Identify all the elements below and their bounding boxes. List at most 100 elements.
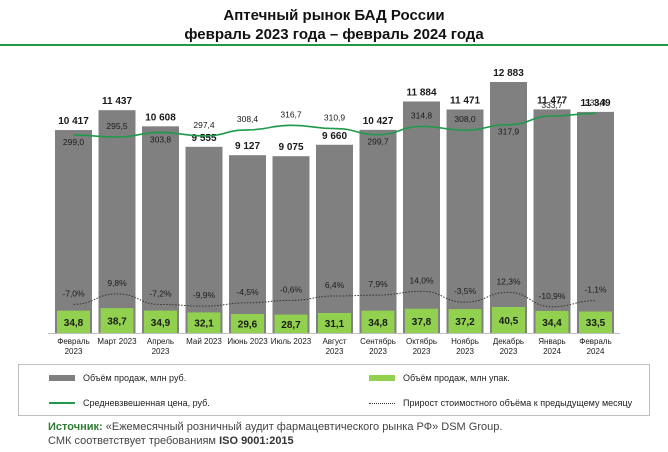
label-sales-rub: 11 884 — [406, 87, 436, 98]
label-sales-rub: 11 477 — [537, 95, 567, 106]
label-avg-price: 338,4 — [585, 97, 607, 107]
source-label: Источник: — [48, 421, 103, 433]
title-line-1: Аптечный рынок БАД России — [223, 7, 445, 24]
bar-sales-rub — [490, 82, 527, 333]
label-growth: -7,2% — [149, 288, 172, 298]
label-sales-units: 32,1 — [194, 319, 214, 330]
label-sales-rub: 10 608 — [145, 112, 176, 123]
source-cert-iso: ISO 9001:2015 — [219, 435, 294, 447]
source-cert-prefix: СМК соответствует требованиям — [48, 435, 220, 447]
label-sales-units: 34,8 — [64, 318, 84, 329]
label-growth: -7,0% — [62, 288, 85, 298]
source-line-2: СМК соответствует требованиям ISO 9001:2… — [48, 434, 502, 448]
label-sales-units: 31,1 — [325, 319, 345, 330]
bar-sales-units — [318, 313, 351, 333]
label-sales-rub: 9 075 — [278, 142, 303, 153]
bar-sales-units — [187, 312, 221, 333]
chart-canvas: 10 417 11 437 10 608 9 555 9 127 9 075 9 660 10… — [48, 68, 620, 356]
legend-swatch-green-line — [49, 402, 75, 404]
x-tick-label: 2023 — [413, 347, 431, 356]
line-growth — [73, 290, 596, 308]
label-avg-price: 308,0 — [454, 114, 476, 124]
label-growth: -1,1% — [584, 285, 607, 295]
label-sales-units: 37,2 — [455, 317, 475, 328]
label-avg-price: 295,5 — [106, 121, 128, 131]
label-growth: 14,0% — [409, 275, 434, 285]
x-tick-label: Август — [322, 337, 346, 346]
line-avg-price — [73, 112, 596, 138]
x-tick-label: Январь — [538, 337, 565, 346]
label-sales-units: 40,5 — [499, 316, 519, 327]
legend-label-avg-price: Средневзвешенная цена, руб. — [83, 398, 210, 408]
bar-sales-units — [405, 308, 438, 333]
label-sales-rub: 12 883 — [493, 68, 524, 79]
x-tick-label: Июль 2023 — [271, 337, 312, 346]
bar-sales-rub — [533, 109, 571, 333]
source-line-1: Источник: «Ежемесячный розничный аудит ф… — [48, 420, 502, 434]
bar-sales-units — [231, 313, 264, 333]
bar-sales-rub — [98, 110, 136, 333]
label-growth: -0,6% — [280, 284, 303, 294]
label-growth: -4,5% — [236, 287, 259, 297]
x-tick-label: Февраль — [57, 337, 90, 346]
bar-sales-rub — [359, 129, 397, 333]
bar-sales-units — [492, 307, 525, 333]
label-avg-price: 297,4 — [193, 120, 215, 130]
legend-label-growth: Прирост стоимостного объёма к предыдущем… — [403, 398, 633, 408]
label-sales-units: 38,7 — [107, 317, 127, 328]
bar-sales-rub — [403, 101, 440, 333]
label-growth: 9,8% — [107, 278, 127, 288]
source-text: «Ежемесячный розничный аудит фармацевтич… — [102, 421, 503, 433]
x-tick-label: Декабрь — [493, 337, 524, 346]
legend-item-avg-price: Средневзвешенная цена, руб. — [49, 398, 210, 408]
x-tick-label: 2024 — [543, 347, 561, 356]
label-sales-rub: 9 555 — [191, 133, 216, 144]
bar-sales-units — [535, 310, 569, 333]
x-tick-label: Июнь 2023 — [227, 337, 268, 346]
x-tick-label: 2023 — [456, 347, 474, 356]
x-tick-label: Май 2023 — [186, 337, 222, 346]
legend-item-growth: Прирост стоимостного объёма к предыдущем… — [369, 398, 632, 408]
label-sales-units: 29,6 — [238, 319, 258, 330]
label-sales-rub: 9 660 — [322, 131, 347, 142]
bar-sales-units — [361, 310, 395, 333]
label-growth: -3,5% — [454, 286, 477, 296]
x-tick-label: 2023 — [500, 347, 518, 356]
x-tick-label: Февраль — [579, 337, 612, 346]
bar-sales-rub — [316, 144, 353, 333]
x-tick-label: 2023 — [369, 347, 387, 356]
bar-sales-rub — [446, 109, 484, 333]
bar-sales-units — [144, 310, 177, 333]
x-tick-label: Ноябрь — [451, 337, 479, 346]
label-sales-rub: 9 127 — [235, 141, 260, 152]
bar-sales-rub — [185, 146, 223, 333]
legend-label-sales-rub: Объём продаж, млн руб. — [83, 373, 187, 383]
header-rule — [0, 44, 668, 46]
label-avg-price: 314,8 — [411, 110, 433, 120]
label-avg-price: 299,7 — [367, 137, 389, 147]
x-tick-label: 2023 — [65, 347, 83, 356]
legend-item-sales-rub: Объём продаж, млн руб. — [49, 373, 186, 383]
label-sales-rub: 10 417 — [58, 116, 89, 127]
label-growth: 7,9% — [368, 279, 388, 289]
label-avg-price: 308,4 — [237, 114, 259, 124]
x-tick-label: Март 2023 — [97, 337, 137, 346]
x-tick-label: 2024 — [587, 347, 605, 356]
x-tick-label: Октябрь — [406, 337, 437, 346]
label-sales-units: 34,4 — [542, 318, 562, 329]
legend-swatch-green-bar — [369, 375, 395, 381]
legend-item-sales-units: Объём продаж, млн упак. — [369, 373, 510, 383]
label-avg-price: 316,7 — [280, 109, 302, 119]
label-avg-price: 299,0 — [63, 137, 85, 147]
label-growth: 12,3% — [496, 276, 521, 286]
label-sales-rub: 11 437 — [102, 96, 132, 107]
legend-label-sales-units: Объём продаж, млн упак. — [403, 373, 510, 383]
x-tick-label: 2023 — [152, 347, 170, 356]
label-growth: -10,9% — [539, 291, 566, 301]
label-sales-units: 34,9 — [151, 318, 171, 329]
bar-sales-units — [100, 308, 134, 333]
label-sales-units: 33,5 — [586, 318, 606, 329]
x-tick-label: Сентябрь — [360, 337, 396, 346]
chart-legend: Объём продаж, млн руб. Объём продаж, млн… — [18, 364, 650, 416]
label-avg-price: 317,9 — [498, 127, 520, 137]
